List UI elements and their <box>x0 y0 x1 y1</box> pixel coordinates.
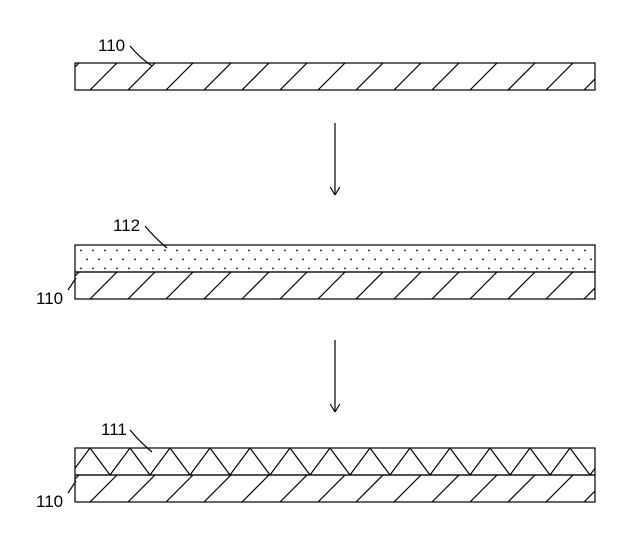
process-diagram <box>0 0 640 551</box>
label-110-panel3: 110 <box>36 492 63 512</box>
label-110-panel2: 110 <box>36 289 63 309</box>
label-112-panel2: 112 <box>113 216 140 236</box>
label-111-panel3: 111 <box>101 420 127 440</box>
label-110-panel1: 110 <box>98 36 125 56</box>
